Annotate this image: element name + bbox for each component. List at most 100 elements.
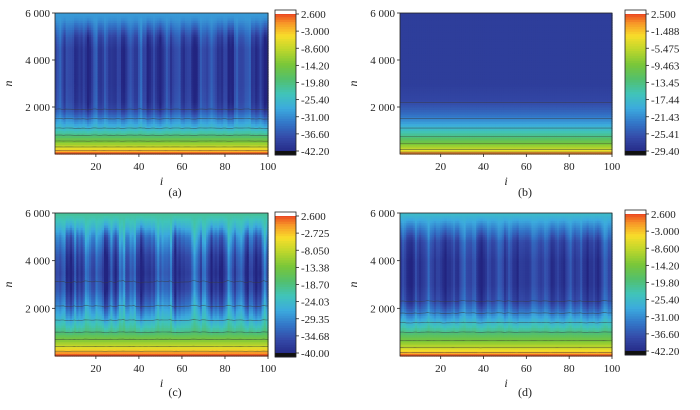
heatmap-cell xyxy=(133,62,137,66)
heatmap-cell xyxy=(144,111,148,115)
heatmap-cell xyxy=(93,29,97,33)
heatmap-cell xyxy=(84,137,88,141)
heatmap-cell xyxy=(129,76,133,80)
heatmap-cell xyxy=(106,85,109,89)
heatmap-cell xyxy=(140,41,143,45)
heatmap-cell xyxy=(123,67,126,70)
heatmap-cell xyxy=(108,151,111,155)
heatmap-cell xyxy=(140,13,143,16)
heatmap-cell xyxy=(84,128,88,132)
heatmap-cell xyxy=(84,118,88,122)
heatmap-cell xyxy=(99,83,103,87)
heatmap-cell xyxy=(95,104,99,108)
heatmap-cell xyxy=(84,34,88,38)
heatmap-cell xyxy=(80,36,84,40)
heatmap-cell xyxy=(135,135,139,139)
heatmap-cell xyxy=(140,111,143,115)
heatmap-cell xyxy=(106,36,109,40)
heatmap-cell xyxy=(86,71,90,75)
heatmap-cell xyxy=(116,130,120,134)
heatmap-cell xyxy=(99,62,103,66)
heatmap-cell xyxy=(131,74,135,78)
heatmap-cell xyxy=(80,146,84,150)
heatmap-cell xyxy=(101,109,105,113)
heatmap-cell xyxy=(110,17,114,21)
heatmap-cell xyxy=(76,29,80,33)
heatmap-cell xyxy=(59,142,62,146)
heatmap-cell xyxy=(140,62,143,66)
heatmap-cell xyxy=(110,57,114,61)
heatmap-cell xyxy=(123,57,126,61)
heatmap-cell xyxy=(57,34,60,38)
heatmap-cell xyxy=(131,50,135,54)
heatmap-cell xyxy=(125,69,129,73)
heatmap-cell xyxy=(125,67,129,70)
heatmap-cell xyxy=(67,43,71,47)
heatmap-cell xyxy=(80,55,84,59)
heatmap-cell xyxy=(112,43,116,47)
heatmap-cell xyxy=(138,130,141,134)
heatmap-cell xyxy=(142,15,146,19)
heatmap-cell xyxy=(152,88,156,92)
heatmap-cell xyxy=(140,109,143,113)
heatmap-cell xyxy=(135,128,139,132)
heatmap-cell xyxy=(55,111,58,115)
heatmap-cell xyxy=(97,74,101,78)
heatmap-cell xyxy=(89,114,92,117)
heatmap-cell xyxy=(118,102,122,106)
heatmap-cell xyxy=(89,116,92,120)
heatmap-cell xyxy=(57,107,60,110)
heatmap-cell xyxy=(86,69,90,73)
heatmap-cell xyxy=(146,27,150,31)
heatmap-cell xyxy=(131,118,135,122)
heatmap-cell xyxy=(103,95,107,99)
heatmap-cell xyxy=(125,24,129,28)
heatmap-cell xyxy=(123,114,126,117)
heatmap-cell xyxy=(131,111,135,115)
heatmap-cell xyxy=(106,20,109,23)
heatmap-cell xyxy=(110,121,114,125)
heatmap-cell xyxy=(99,95,103,99)
heatmap-cell xyxy=(131,85,135,89)
heatmap-cell xyxy=(108,90,111,94)
heatmap-cell xyxy=(84,102,88,106)
heatmap-cell xyxy=(72,22,75,26)
heatmap-cell xyxy=(118,76,122,80)
heatmap-cell xyxy=(57,41,60,45)
heatmap-cell xyxy=(133,69,137,73)
heatmap-cell xyxy=(78,99,82,103)
heatmap-cell xyxy=(69,36,73,40)
heatmap-cell xyxy=(123,92,126,96)
heatmap-cell xyxy=(142,83,146,87)
heatmap-cell xyxy=(84,132,88,136)
heatmap-cell xyxy=(127,74,131,78)
heatmap-cell xyxy=(121,60,124,63)
heatmap-cell xyxy=(146,137,150,141)
heatmap-cell xyxy=(138,62,141,66)
heatmap-cell xyxy=(101,62,105,66)
heatmap-cell xyxy=(91,31,94,35)
heatmap-cell xyxy=(123,24,126,28)
heatmap-cell xyxy=(144,31,148,35)
heatmap-cell xyxy=(72,95,75,99)
heatmap-cell xyxy=(97,57,101,61)
heatmap-cell xyxy=(101,107,105,110)
heatmap-cell xyxy=(116,41,120,45)
heatmap-cell xyxy=(129,13,133,16)
heatmap-cell xyxy=(69,45,73,49)
heatmap-cell xyxy=(101,74,105,78)
heatmap-cell xyxy=(103,130,107,134)
heatmap-cell xyxy=(99,55,103,59)
heatmap-cell xyxy=(127,121,131,125)
heatmap-cell xyxy=(80,22,84,26)
heatmap-cell xyxy=(152,135,156,139)
heatmap-cell xyxy=(108,95,111,99)
heatmap-cell xyxy=(112,64,116,68)
heatmap-cell xyxy=(69,71,73,75)
heatmap-cell xyxy=(148,123,152,127)
heatmap-cell xyxy=(86,118,90,122)
heatmap-cell xyxy=(144,144,148,148)
heatmap-cell xyxy=(76,83,80,87)
heatmap-cell xyxy=(74,128,77,132)
heatmap-cell xyxy=(67,128,71,132)
